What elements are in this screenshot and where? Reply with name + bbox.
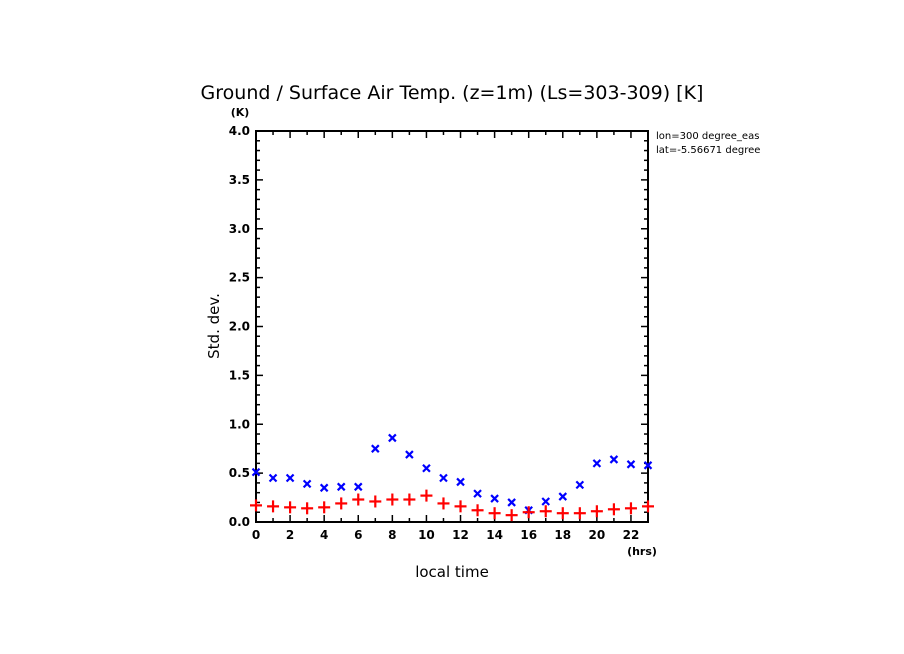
data-point-surface-air [642,500,654,513]
y-axis-label: Std. dev. [205,293,223,359]
data-point-ground [575,480,585,490]
data-point-ground [643,461,653,470]
data-point-surface-air [488,507,501,520]
data-point-ground [268,473,278,483]
data-point-surface-air [437,497,450,510]
data-point-surface-air [573,507,586,520]
data-point-surface-air [403,493,416,506]
data-point-surface-air [301,502,314,515]
y-unit-label: (K) [231,106,250,119]
y-tick-label: 2.5 [229,271,250,285]
data-point-ground [626,460,636,469]
annotation-lon: lon=300 degree_eas [656,131,759,142]
data-point-ground [507,498,516,507]
annotation-lat: lat=-5.56671 degree [656,145,760,156]
data-point-ground [405,450,414,459]
data-point-ground [388,433,397,443]
data-point-ground [336,482,346,492]
y-tick-label: 0.0 [229,515,250,529]
data-point-ground [353,482,363,492]
data-point-surface-air [318,501,331,514]
y-tick-label: 1.5 [229,368,250,382]
x-tick-label: 14 [486,528,503,542]
data-point-ground [558,492,568,501]
data-point-surface-air [522,506,535,519]
data-point-surface-air [539,505,552,518]
data-point-surface-air [335,497,348,510]
x-tick-label: 10 [418,528,435,542]
x-tick-label: 22 [623,528,640,542]
data-point-surface-air [590,505,603,518]
data-point-ground [319,483,329,493]
x-tick-label: 8 [388,528,396,542]
data-point-surface-air [471,504,484,517]
x-tick-label: 6 [354,528,362,542]
data-point-surface-air [369,495,382,508]
x-axis-label: local time [415,563,489,581]
data-point-ground [609,455,619,464]
data-point-ground [371,444,380,453]
data-point-surface-air [386,493,399,506]
y-tick-label: 3.5 [229,173,250,187]
data-point-surface-air [454,500,467,513]
data-point-ground [285,473,295,483]
y-tick-label: 1.0 [229,417,250,431]
x-tick-label: 0 [252,528,260,542]
plot-frame [255,130,649,523]
data-point-ground [439,473,448,483]
data-point-surface-air [267,500,280,513]
data-point-ground [592,459,602,468]
data-point-ground [541,497,551,506]
data-point-ground [422,463,431,473]
x-unit-label: (hrs) [627,545,657,558]
x-tick-label: 2 [286,528,294,542]
y-tick-label: 4.0 [229,124,250,138]
x-tick-label: 12 [452,528,469,542]
data-point-ground [473,489,482,498]
data-point-surface-air [607,503,620,516]
data-point-surface-air [420,489,433,502]
data-point-ground [302,479,312,489]
data-point-surface-air [284,501,297,514]
data-point-ground [251,467,261,477]
x-tick-label: 4 [320,528,328,542]
x-tick-label: 16 [520,528,537,542]
data-point-surface-air [556,507,569,520]
y-tick-label: 2.0 [229,320,250,334]
data-point-surface-air [624,502,637,515]
y-tick-label: 0.5 [229,466,250,480]
data-point-ground [456,477,465,487]
chart-title: Ground / Surface Air Temp. (z=1m) (Ls=30… [201,82,704,104]
data-point-surface-air [505,509,518,522]
x-tick-label: 18 [554,528,571,542]
x-tick-label: 20 [589,528,606,542]
data-point-surface-air [352,493,365,506]
data-point-ground [490,494,499,503]
y-tick-label: 3.0 [229,222,250,236]
data-point-surface-air [250,499,262,512]
